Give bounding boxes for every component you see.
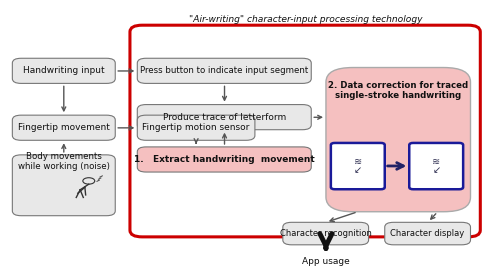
Text: Fingertip movement: Fingertip movement [18, 123, 110, 132]
FancyBboxPatch shape [138, 115, 255, 140]
FancyBboxPatch shape [385, 222, 470, 245]
FancyBboxPatch shape [138, 104, 311, 130]
Text: Body movements
while working (noise): Body movements while working (noise) [18, 152, 110, 171]
Text: Fingertip motion sensor: Fingertip motion sensor [142, 123, 250, 132]
Text: Character recognition: Character recognition [280, 229, 372, 238]
Text: 1.   Extract handwriting  movement: 1. Extract handwriting movement [134, 155, 314, 164]
FancyBboxPatch shape [138, 58, 311, 83]
Text: Handwriting input: Handwriting input [23, 66, 104, 75]
FancyBboxPatch shape [138, 147, 311, 172]
Text: App usage: App usage [302, 257, 350, 266]
Text: Produce trace of letterform: Produce trace of letterform [162, 113, 286, 122]
FancyBboxPatch shape [12, 58, 115, 83]
FancyBboxPatch shape [283, 222, 368, 245]
FancyBboxPatch shape [12, 115, 115, 140]
Text: ≋
↙: ≋ ↙ [354, 157, 362, 175]
Text: ≋
↙: ≋ ↙ [432, 157, 440, 175]
Text: 2. Data correction for traced
single-stroke handwriting: 2. Data correction for traced single-str… [328, 81, 468, 100]
Text: Press button to indicate input segment: Press button to indicate input segment [140, 66, 308, 75]
FancyBboxPatch shape [331, 143, 385, 189]
FancyBboxPatch shape [12, 155, 115, 216]
FancyBboxPatch shape [326, 68, 470, 212]
Text: "Air-writing" character-input processing technology: "Air-writing" character-input processing… [188, 15, 422, 24]
FancyBboxPatch shape [409, 143, 463, 189]
Text: Character display: Character display [390, 229, 465, 238]
